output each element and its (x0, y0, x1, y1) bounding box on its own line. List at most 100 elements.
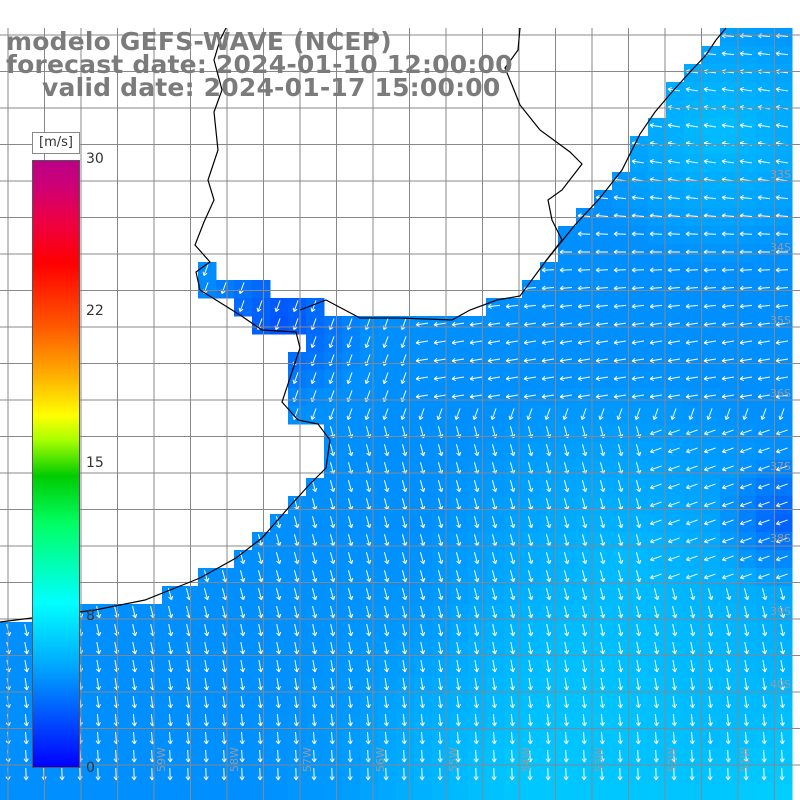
field-cell (306, 748, 325, 767)
wind-arrow (491, 588, 498, 601)
wind-arrow (23, 749, 29, 763)
field-cell (648, 226, 667, 245)
field-cell (180, 748, 199, 767)
colorbar-units: [m/s] (32, 132, 80, 154)
wind-arrow (559, 357, 572, 364)
field-cell (576, 784, 595, 800)
field-cell (90, 640, 109, 659)
field-cell (378, 352, 397, 371)
field-cell (612, 388, 631, 407)
wind-arrow (294, 642, 300, 655)
field-cell (234, 730, 253, 749)
wind-arrow (455, 749, 461, 763)
field-cell (702, 586, 721, 605)
wind-arrow (437, 444, 444, 457)
wind-arrow (168, 606, 174, 619)
field-cell (378, 316, 397, 335)
field-cell (450, 334, 469, 353)
wind-arrow (690, 624, 696, 637)
field-cell (684, 784, 703, 800)
field-cell (360, 334, 379, 353)
field-cell (648, 640, 667, 659)
wind-arrow (582, 606, 588, 619)
field-cell (594, 478, 613, 497)
field-cell (702, 136, 721, 155)
field-cell (738, 586, 757, 605)
field-cell (612, 478, 631, 497)
wind-arrow (438, 606, 444, 619)
field-cell (324, 514, 343, 533)
wind-arrow (631, 321, 645, 327)
wind-arrow (527, 534, 534, 547)
field-cell (630, 586, 649, 605)
wind-arrow (257, 660, 264, 673)
field-cell (252, 766, 271, 785)
wind-arrow (347, 516, 354, 529)
field-cell (324, 334, 343, 353)
field-cell (558, 604, 577, 623)
wind-arrow (617, 570, 624, 583)
wind-arrow (383, 695, 389, 709)
field-cell (162, 604, 181, 623)
wind-arrow (510, 642, 516, 655)
field-cell (468, 766, 487, 785)
wind-arrow (312, 624, 318, 637)
field-cell (324, 748, 343, 767)
wind-arrow (703, 321, 717, 327)
field-cell (360, 748, 379, 767)
wind-arrow (613, 339, 627, 345)
wind-arrow (528, 642, 534, 655)
field-cell (594, 622, 613, 641)
wind-arrow (487, 303, 501, 309)
wind-arrow (775, 51, 789, 57)
field-cell (756, 478, 775, 497)
field-cell (594, 640, 613, 659)
wind-arrow (563, 534, 570, 547)
field-cell (522, 532, 541, 551)
wind-arrow (527, 516, 534, 529)
wind-arrow (257, 695, 263, 709)
wind-arrow (541, 321, 555, 327)
field-cell (720, 712, 739, 731)
wind-arrow (617, 749, 623, 763)
colorbar-tick-30: 30 (86, 151, 104, 167)
field-cell (342, 748, 361, 767)
field-cell (648, 406, 667, 425)
field-cell (378, 388, 397, 407)
field-cell (198, 748, 217, 767)
wind-arrow (419, 570, 426, 583)
field-cell (198, 568, 217, 587)
field-cell (414, 388, 433, 407)
wind-arrow (757, 447, 770, 454)
field-cell (306, 640, 325, 659)
field-cell (630, 370, 649, 389)
wind-arrow (779, 695, 785, 709)
wind-arrow (329, 731, 335, 745)
field-cell (648, 244, 667, 263)
wind-arrow (96, 624, 102, 637)
wind-arrow (469, 321, 483, 327)
field-cell (324, 532, 343, 551)
wind-arrow (95, 677, 101, 691)
field-cell (702, 262, 721, 281)
field-cell (36, 784, 55, 800)
field-cell (558, 712, 577, 731)
wind-arrow (564, 606, 570, 619)
wind-arrow (347, 570, 354, 583)
field-cell (702, 424, 721, 443)
field-cell (756, 604, 775, 623)
wind-arrow (95, 713, 101, 727)
field-cell (702, 442, 721, 461)
wind-arrow (509, 767, 515, 781)
field-cell (216, 622, 235, 641)
field-cell (738, 82, 757, 101)
wind-vector-field (5, 33, 789, 781)
wind-arrow (599, 588, 606, 601)
wind-arrow (347, 677, 353, 691)
wind-arrow (649, 321, 663, 327)
field-cell (198, 262, 217, 281)
field-cell (594, 334, 613, 353)
field-cell (432, 712, 451, 731)
field-cell (684, 82, 703, 101)
